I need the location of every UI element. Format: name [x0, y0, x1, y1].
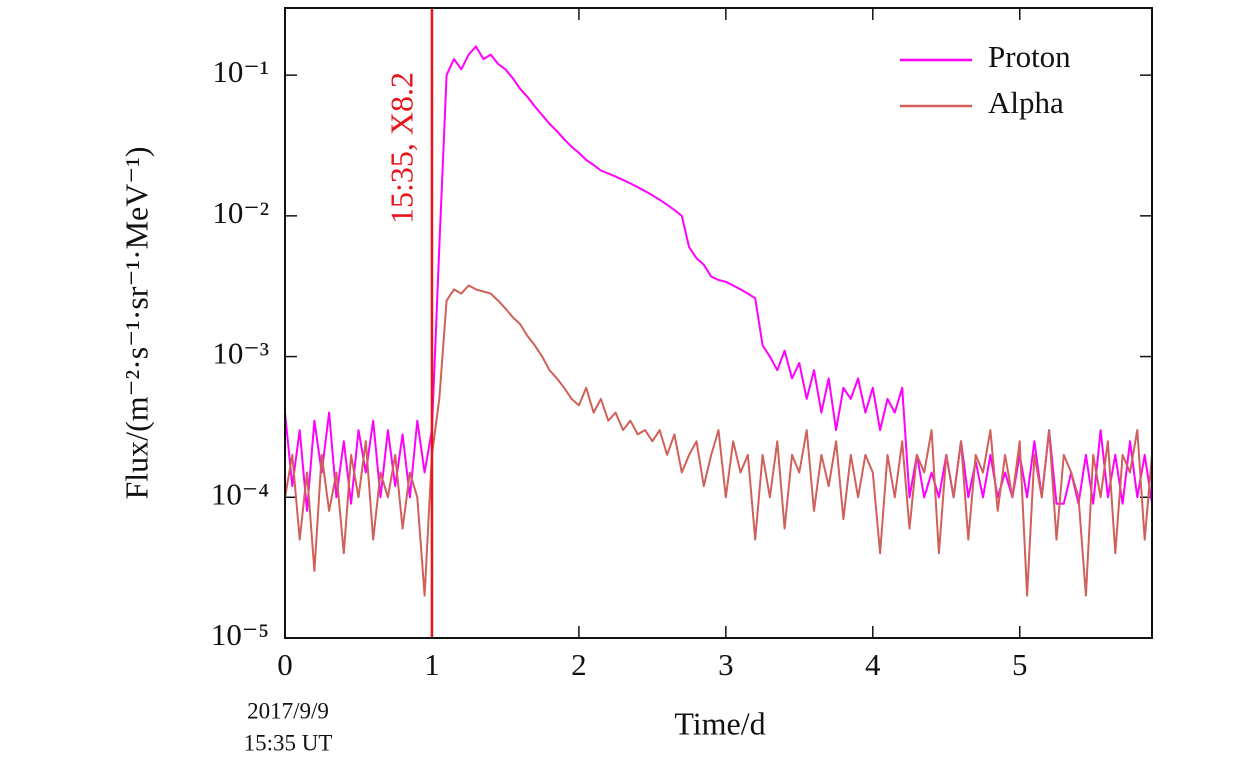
x-tick-label: 3 [718, 647, 734, 682]
annotation: 15:35 UT [244, 730, 333, 755]
event-label: 15:35, X8.2 [383, 72, 419, 224]
x-axis-label: Time/d [674, 705, 765, 741]
legend-label: Alpha [988, 85, 1064, 120]
y-axis-label: Flux/(m⁻²·s⁻¹·sr⁻¹·MeV⁻¹) [118, 146, 154, 499]
series-line [284, 45, 1153, 512]
plot-frame [284, 7, 1153, 639]
y-tick-label: 10⁻² [212, 195, 269, 230]
annotation: 2017/9/9 [247, 698, 329, 723]
x-tick-label: 1 [424, 647, 440, 682]
legend-label: Proton [988, 39, 1071, 74]
series-line [284, 284, 1153, 597]
y-tick-label: 10⁻¹ [212, 54, 269, 89]
y-tick-label: 10⁻⁴ [211, 476, 269, 511]
x-tick-label: 5 [1012, 647, 1028, 682]
x-tick-label: 2 [571, 647, 587, 682]
y-tick-label: 10⁻⁵ [211, 617, 269, 652]
x-tick-label: 0 [277, 647, 293, 682]
x-tick-label: 4 [865, 647, 881, 682]
y-tick-label: 10⁻³ [212, 336, 269, 371]
